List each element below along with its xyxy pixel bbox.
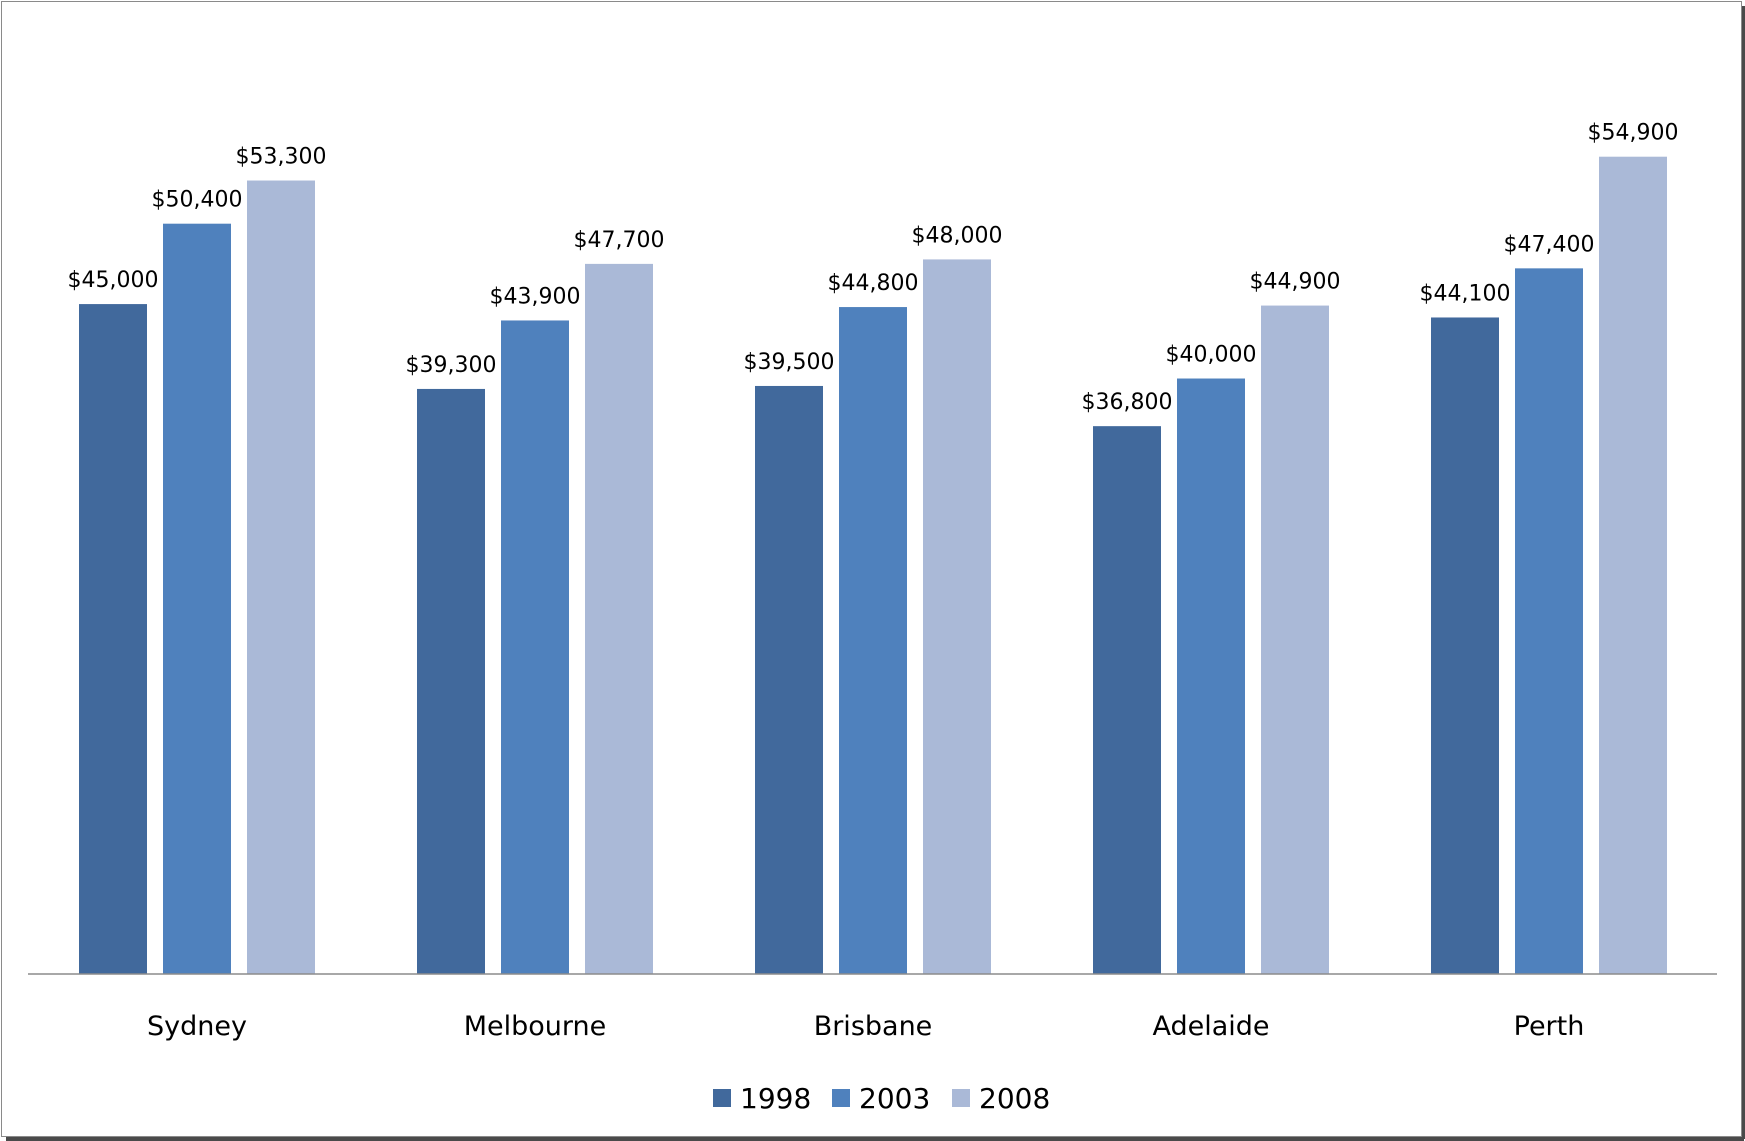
bar-adelaide-2008: [1261, 305, 1329, 975]
legend-swatch-2003: [832, 1089, 850, 1107]
legend-swatch-2008: [952, 1089, 970, 1107]
data-label-perth-2003: $47,400: [1504, 232, 1595, 257]
data-label-sydney-1998: $45,000: [68, 268, 159, 293]
data-label-melbourne-2003: $43,900: [490, 284, 581, 309]
category-label-sydney: Sydney: [147, 1011, 247, 1042]
legend-label-2003: 2003: [859, 1082, 930, 1115]
category-label-adelaide: Adelaide: [1152, 1011, 1269, 1042]
data-label-brisbane-2003: $44,800: [828, 271, 919, 296]
data-label-perth-1998: $44,100: [1420, 281, 1511, 306]
bar-perth-1998: [1431, 317, 1499, 975]
bar-melbourne-2008: [585, 263, 653, 974]
data-label-adelaide-1998: $36,800: [1082, 390, 1173, 415]
data-labels-layer: $45,000 $50,400 $53,300 $39,300 $43,900 $47,7…: [68, 121, 1679, 415]
bar-brisbane-2008: [923, 259, 991, 975]
legend-label-2008: 2008: [979, 1082, 1050, 1115]
bar-melbourne-1998: [417, 388, 485, 974]
category-label-perth: Perth: [1514, 1011, 1585, 1042]
data-label-melbourne-1998: $39,300: [406, 353, 497, 378]
data-label-brisbane-2008: $48,000: [912, 223, 1003, 248]
bar-perth-2008: [1599, 156, 1667, 975]
data-label-sydney-2003: $50,400: [152, 188, 243, 213]
category-label-melbourne: Melbourne: [464, 1011, 607, 1042]
category-label-brisbane: Brisbane: [814, 1011, 933, 1042]
data-label-adelaide-2003: $40,000: [1166, 343, 1257, 368]
data-label-adelaide-2008: $44,900: [1250, 270, 1341, 295]
data-label-brisbane-1998: $39,500: [744, 350, 835, 375]
bar-adelaide-1998: [1093, 426, 1161, 974]
bar-perth-2003: [1515, 268, 1583, 974]
data-label-melbourne-2008: $47,700: [574, 228, 665, 253]
legend-label-1998: 1998: [740, 1082, 811, 1115]
bar-brisbane-1998: [755, 385, 823, 974]
bar-sydney-2008: [247, 180, 315, 974]
legend: 1998 2003 2008: [713, 1082, 1050, 1115]
bar-adelaide-2003: [1177, 378, 1245, 975]
bar-sydney-1998: [79, 304, 147, 974]
bars-layer: [79, 156, 1667, 975]
category-labels-layer: Sydney Melbourne Brisbane Adelaide Perth: [147, 1011, 1584, 1042]
bar-brisbane-2003: [839, 307, 907, 974]
data-label-sydney-2008: $53,300: [236, 145, 327, 170]
legend-swatch-1998: [713, 1089, 731, 1107]
data-label-perth-2008: $54,900: [1588, 121, 1679, 146]
bar-sydney-2003: [163, 223, 231, 975]
bar-melbourne-2003: [501, 320, 569, 975]
